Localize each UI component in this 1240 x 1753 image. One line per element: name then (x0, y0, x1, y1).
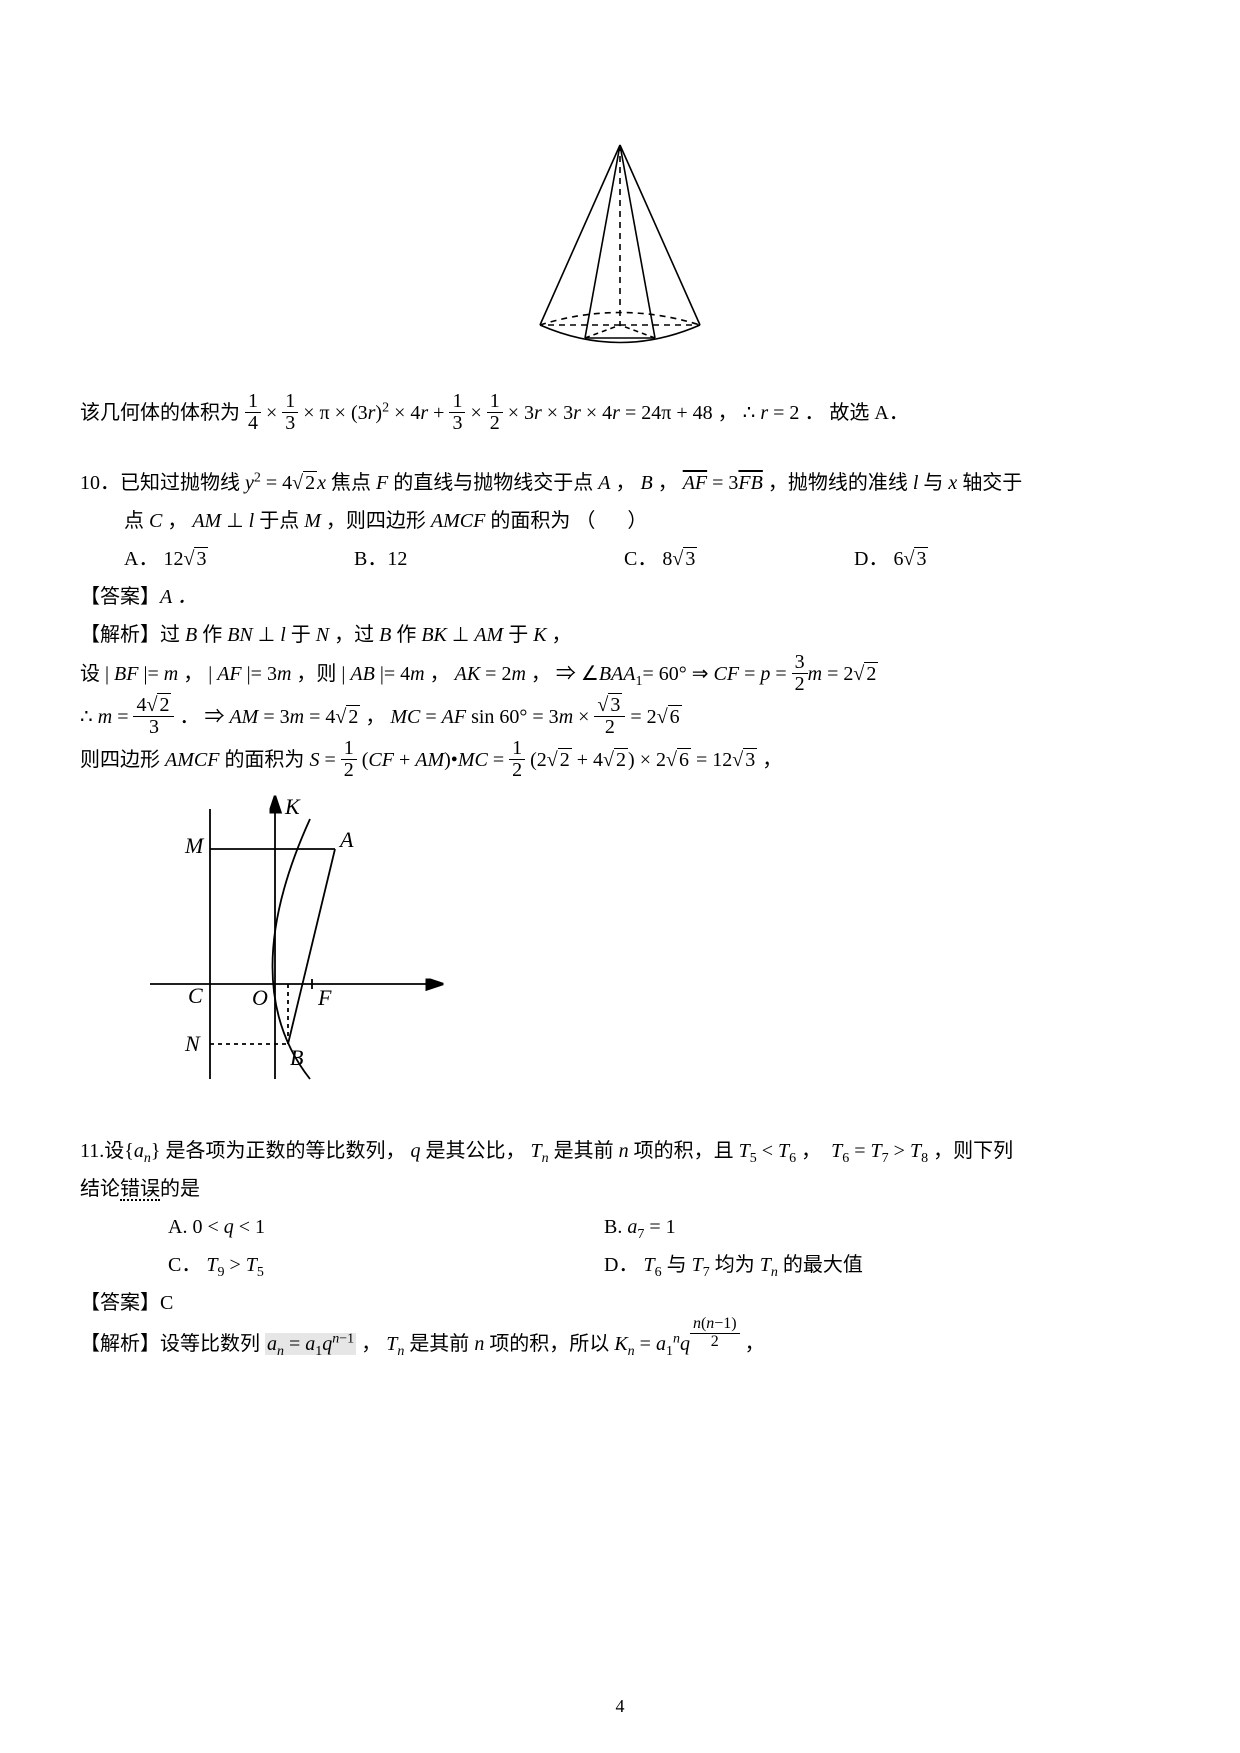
q10-svg: K A M C O F N B (140, 789, 460, 1089)
q10-option-a: A． 12√3 (124, 540, 354, 578)
q10-paren: （ ） (575, 510, 647, 532)
q11-option-a: A. 0 < q < 1 (124, 1208, 604, 1246)
q11-explain: 【解析】设等比数列 an = a1qn−1 ， Tn 是其前 n 项的积，所以 … (80, 1322, 1160, 1363)
q11-option-b: B. a7 = 1 (604, 1208, 1084, 1246)
q10-options: A． 12√3 B．12 C． 8√3 D． 6√3 (124, 540, 1160, 578)
q11-stem-2: 结论错误的是 (80, 1170, 1160, 1208)
page-number: 4 (0, 1689, 1240, 1723)
label-F: F (317, 985, 332, 1010)
volume-tail-end: ． 故选 A． (804, 402, 908, 424)
volume-rhs: 24π + 48 (641, 402, 712, 424)
q11-option-d: D． T6 与 T7 均为 Tn 的最大值 (604, 1246, 1084, 1284)
q11-options-row1: A. 0 < q < 1 B. a7 = 1 (124, 1208, 1160, 1246)
q10-figure: K A M C O F N B (140, 789, 1160, 1102)
label-N: N (184, 1031, 201, 1056)
label-C: C (188, 983, 203, 1008)
q10-stem-line2: 点 C ， AM ⊥ l 于点 M ，则四边形 AMCF 的面积为 （ ） (80, 502, 1160, 540)
q11-error-word: 错误 (120, 1179, 160, 1201)
q10-answer: 【答案】A ． (80, 578, 1160, 616)
label-K: K (284, 794, 301, 819)
cone-figure (80, 130, 1160, 373)
frac-1-4: 14 (245, 391, 261, 434)
q10-explain-1: 【解析】过 B 作 BN ⊥ l 于 N ，过 B 作 BK ⊥ AM 于 K … (80, 616, 1160, 654)
cone-svg (490, 130, 750, 360)
label-A: A (338, 827, 354, 852)
q11-stem: 11.设{an} 是各项为正数的等比数列， q 是其公比， Tn 是其前 n 项… (80, 1132, 1160, 1170)
volume-line: 该几何体的体积为 14 × 13 × π × (3r)2 × 4r + 13 ×… (80, 393, 1160, 436)
q10-option-b: B．12 (354, 540, 624, 578)
q10-explain-3: ∴ m = 4√23 ． ⇒ AM = 3m = 4√2 ， MC = AF s… (80, 697, 1160, 740)
label-B: B (290, 1045, 303, 1070)
page: 该几何体的体积为 14 × 13 × π × (3r)2 × 4r + 13 ×… (0, 0, 1240, 1753)
q11-option-c: C． T9 > T5 (124, 1246, 604, 1284)
label-M: M (184, 833, 205, 858)
frac-1-3b: 13 (449, 391, 465, 434)
q10-stem: 10．已知过抛物线 y2 = 4√2x 焦点 F 的直线与抛物线交于点 A ， … (80, 464, 1160, 502)
q10-number: 10． (80, 472, 120, 494)
q10-explain-2: 设 | BF |= m ， | AF |= 3m ，则 | AB |= 4m ，… (80, 654, 1160, 697)
q10-explain-4: 则四边形 AMCF 的面积为 S = 12 (CF + AM)•MC = 12 … (80, 740, 1160, 783)
q10-option-d: D． 6√3 (854, 540, 1054, 578)
volume-prefix: 该几何体的体积为 (80, 402, 240, 424)
frac-1-2: 12 (487, 391, 503, 434)
q11-options-row2: C． T9 > T5 D． T6 与 T7 均为 Tn 的最大值 (124, 1246, 1160, 1284)
frac-1-3: 13 (282, 391, 298, 434)
q10-option-c: C． 8√3 (624, 540, 854, 578)
label-O: O (252, 985, 268, 1010)
q11-answer: 【答案】C (80, 1284, 1160, 1322)
